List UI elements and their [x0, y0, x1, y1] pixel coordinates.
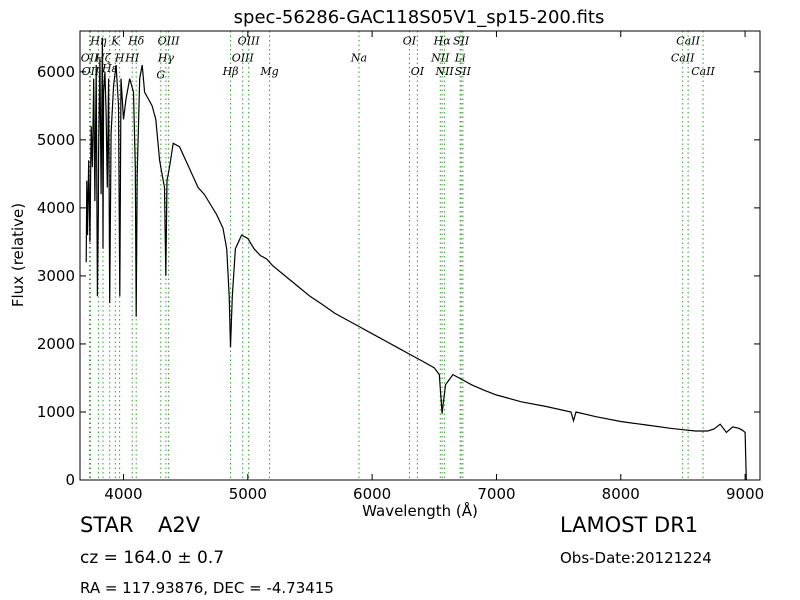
line-marker-label-10: Hγ	[157, 52, 175, 65]
line-marker-label-21: NII	[434, 65, 454, 78]
y-tick-label-4000: 4000	[37, 199, 75, 217]
object-class: STAR	[80, 513, 134, 537]
y-tick-label-5000: 5000	[37, 131, 75, 149]
line-marker-label-12: Hβ	[222, 65, 239, 78]
x-tick-label-9000: 9000	[726, 485, 764, 503]
line-marker-label-14: OIII	[238, 35, 261, 48]
x-tick-label-5000: 5000	[229, 485, 267, 503]
x-tick-label-8000: 8000	[602, 485, 640, 503]
x-tick-label-7000: 7000	[477, 485, 515, 503]
y-tick-label-1000: 1000	[37, 403, 75, 421]
line-marker-label-8: HI	[124, 52, 140, 65]
line-marker-label-1: OII	[82, 65, 100, 78]
x-tick-label-6000: 6000	[353, 485, 391, 503]
line-marker-label-0: OII	[81, 52, 99, 65]
line-marker-label-24: SII	[455, 65, 472, 78]
spectral-line-markers	[89, 31, 704, 480]
line-marker-label-22: Li	[454, 52, 466, 65]
plot-frame	[79, 30, 761, 481]
line-marker-label-23: SII	[453, 35, 470, 48]
chart-title: spec-56286-GAC118S05V1_sp15-200.fits	[234, 7, 605, 28]
y-tick-label-2000: 2000	[37, 335, 75, 353]
line-marker-label-27: CaII	[691, 65, 715, 78]
spectrum-chart: spec-56286-GAC118S05V1_sp15-200.fits OII…	[9, 7, 764, 520]
line-marker-label-5: K	[110, 35, 120, 48]
line-marker-label-16: Na	[350, 52, 367, 65]
observation-date: Obs-Date:20121224	[560, 549, 712, 567]
y-tick-label-6000: 6000	[37, 63, 75, 81]
line-marker-label-17: OI	[403, 35, 417, 48]
x-tick-label-4000: 4000	[104, 485, 142, 503]
line-marker-label-4: Hε	[101, 62, 118, 75]
coordinates: RA = 117.93876, DEC = -4.73415	[80, 579, 334, 597]
line-marker-label-18: OI	[411, 65, 425, 78]
line-marker-label-13: OIII	[232, 52, 255, 65]
line-marker-label-20: Hα	[433, 35, 452, 48]
spectral-line-labels: OIIOIIHηHζHεKHHδHIGHγOIIIHβOIIIOIIIMgNaO…	[81, 35, 716, 82]
redshift-value: cz = 164.0 ± 0.7	[80, 548, 225, 568]
x-axis-label: Wavelength (Å)	[362, 501, 478, 520]
line-marker-label-19: NII	[430, 52, 450, 65]
y-axis-label: Flux (relative)	[9, 203, 27, 307]
line-marker-label-15: Mg	[259, 65, 278, 78]
line-marker-label-25: CaII	[671, 52, 695, 65]
x-axis-ticks: 4000 5000 6000 7000 8000 9000	[104, 31, 764, 503]
spectral-subclass: A2V	[158, 513, 201, 537]
y-tick-label-0: 0	[65, 471, 75, 489]
y-axis-ticks: 0 1000 2000 3000 4000 5000 6000	[37, 63, 760, 489]
line-marker-label-7: Hδ	[127, 35, 145, 48]
line-marker-label-2: Hη	[89, 35, 107, 48]
spectrum-line	[85, 37, 747, 481]
line-marker-label-11: OIII	[158, 35, 181, 48]
line-marker-label-26: CaII	[676, 35, 700, 48]
survey-name: LAMOST DR1	[560, 513, 699, 537]
y-tick-label-3000: 3000	[37, 267, 75, 285]
line-marker-label-9: G	[156, 69, 165, 82]
line-marker-label-6: H	[114, 52, 125, 65]
